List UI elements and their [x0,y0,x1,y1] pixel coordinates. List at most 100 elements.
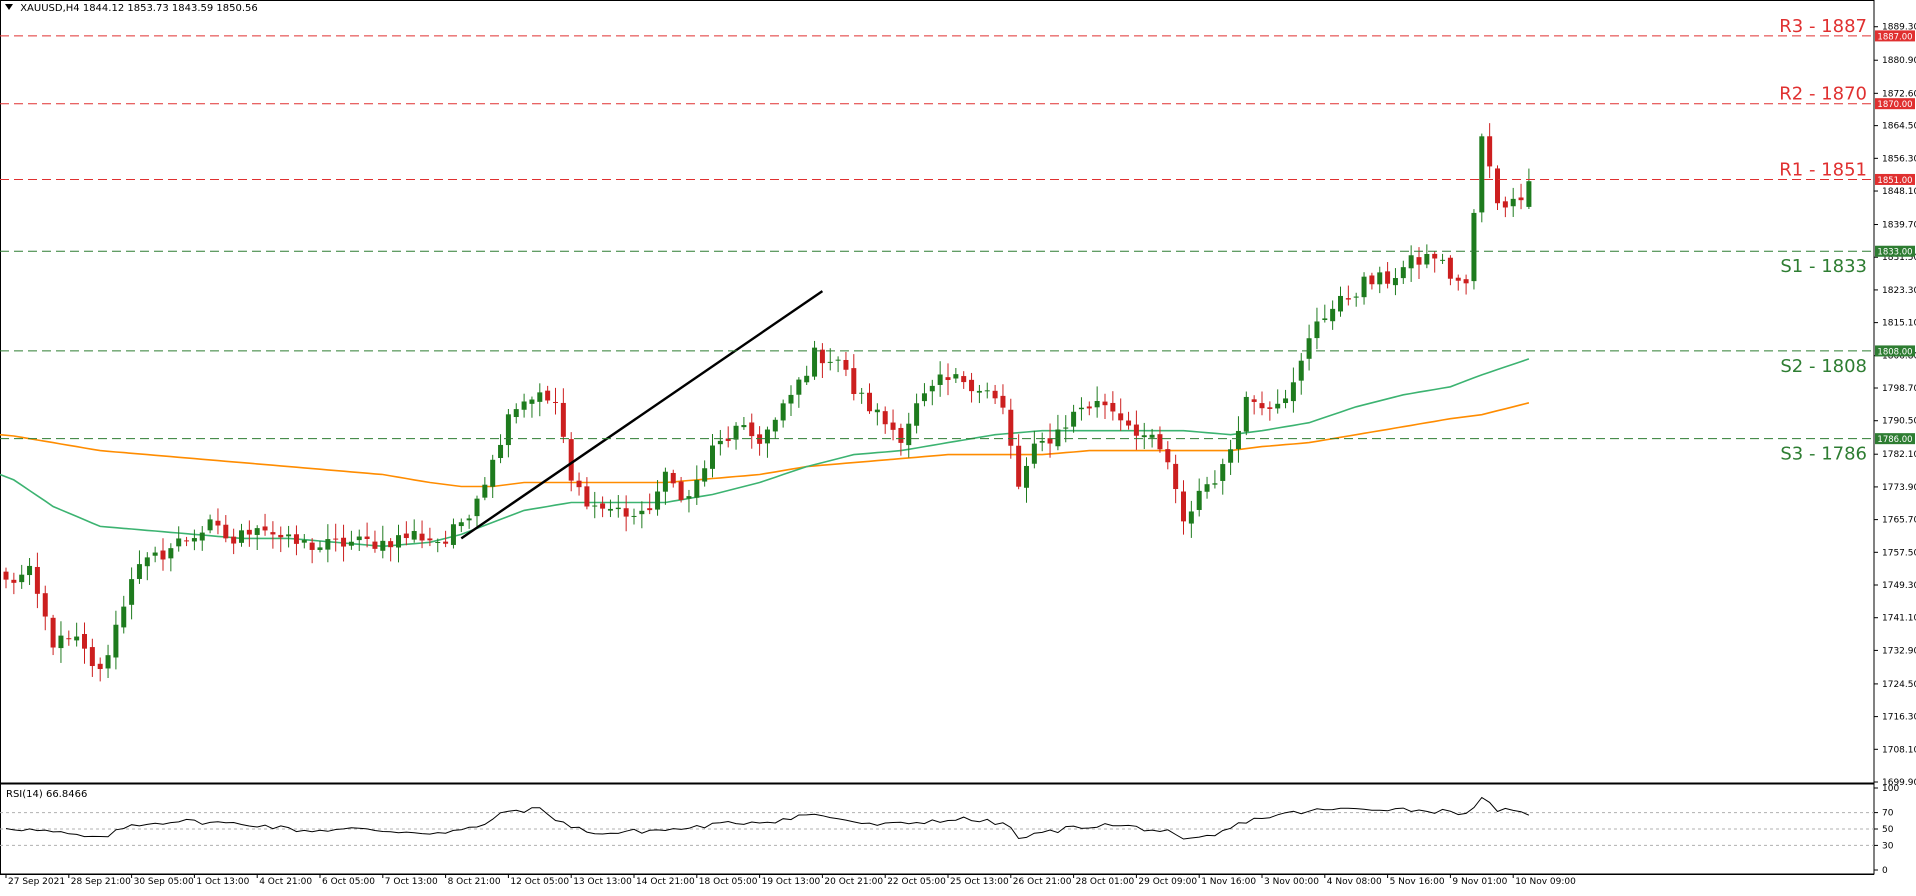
candle [537,383,543,417]
candle-body [678,481,684,500]
candle-body [1479,136,1485,213]
candle-body [969,379,975,392]
candle-body [11,579,17,583]
level-tag-text: 1786.00 [1877,435,1912,445]
candle [450,518,456,549]
candle-body [914,403,920,426]
time-tick-label: 20 Oct 21:00 [824,877,883,887]
candle [984,382,990,399]
candle-body [1487,136,1493,167]
candle-body [498,444,504,459]
level-tag-bg [1875,245,1915,257]
candle [11,572,17,595]
candle [105,644,111,678]
candle-body [647,508,653,511]
candle-body [694,480,700,498]
candle [804,365,810,386]
candle [231,528,237,555]
candle-body [639,510,645,515]
level-label-r3: R3 - 1887 [1779,16,1867,37]
candle-body [851,368,857,394]
candle [411,519,417,543]
candle [741,416,747,430]
candle [270,521,276,549]
candle [914,393,920,434]
candle [207,514,213,534]
price-tick-label: 1864.50 [1882,122,1916,132]
candle-body [372,541,378,549]
dropdown-triangle-icon[interactable] [5,4,13,10]
price-tick-label: 1798.70 [1882,384,1916,394]
candle-body [553,401,558,403]
candle-body [1502,201,1508,208]
candle-body [152,552,158,556]
rsi-line [5,796,1530,840]
candle-body [976,390,982,393]
candle [615,495,621,518]
candle-body [1008,409,1014,446]
candle [215,508,221,535]
candle [788,385,794,416]
candle-body [262,526,268,531]
candle [168,543,174,572]
candle [1440,253,1446,264]
candle-body [992,390,998,399]
candle [490,454,496,499]
candle [1526,168,1532,210]
candle-body [105,655,111,669]
candle-body [741,425,747,428]
candle-body [474,498,480,517]
candle [1196,478,1202,517]
candle-body [199,532,205,541]
time-tick-label: 28 Sep 21:00 [71,877,131,887]
candle-body [1259,403,1265,409]
candle-body [450,524,456,545]
candle-body [984,390,990,392]
candle-body [1078,407,1084,410]
candle-body [953,374,959,379]
candle [1416,247,1422,280]
candle-body [812,347,818,377]
candle [293,525,299,556]
candle-body [1094,400,1100,408]
candle [1016,434,1022,490]
candle [1487,123,1493,179]
candle [403,521,409,546]
candle [1400,260,1406,284]
candle [1338,286,1343,317]
candle-body [521,401,527,410]
candle [341,524,347,562]
candle [560,388,566,444]
time-tick-label: 3 Nov 00:00 [1264,877,1319,887]
candle-body [1243,396,1249,432]
candle-body [490,459,496,487]
candle [890,409,896,441]
candle [199,526,205,551]
level-label-s3: S3 - 1786 [1780,444,1867,465]
candle-body [191,538,197,542]
candle [1298,353,1304,395]
candle-body [1314,321,1320,339]
candle [419,520,425,549]
time-tick-label: 9 Nov 01:00 [1452,877,1507,887]
price-tick-label: 1749.30 [1882,581,1916,591]
candle-body [537,392,543,402]
candle [819,343,825,379]
price-tick-label: 1823.30 [1882,286,1916,296]
candle [1408,245,1414,282]
candle-body [1071,411,1077,427]
time-tick-label: 19 Oct 13:00 [762,877,821,887]
level-label-s2: S2 - 1808 [1780,356,1867,377]
candle [396,524,401,563]
candle-body [529,399,535,404]
candle-body [427,538,433,541]
level-tag-text: 1851.00 [1877,176,1912,186]
candle [929,379,935,406]
candle-body [513,409,519,418]
candle-body [19,574,25,583]
candle-body [27,565,33,576]
candle-body [482,484,488,498]
candle-body [325,539,331,550]
